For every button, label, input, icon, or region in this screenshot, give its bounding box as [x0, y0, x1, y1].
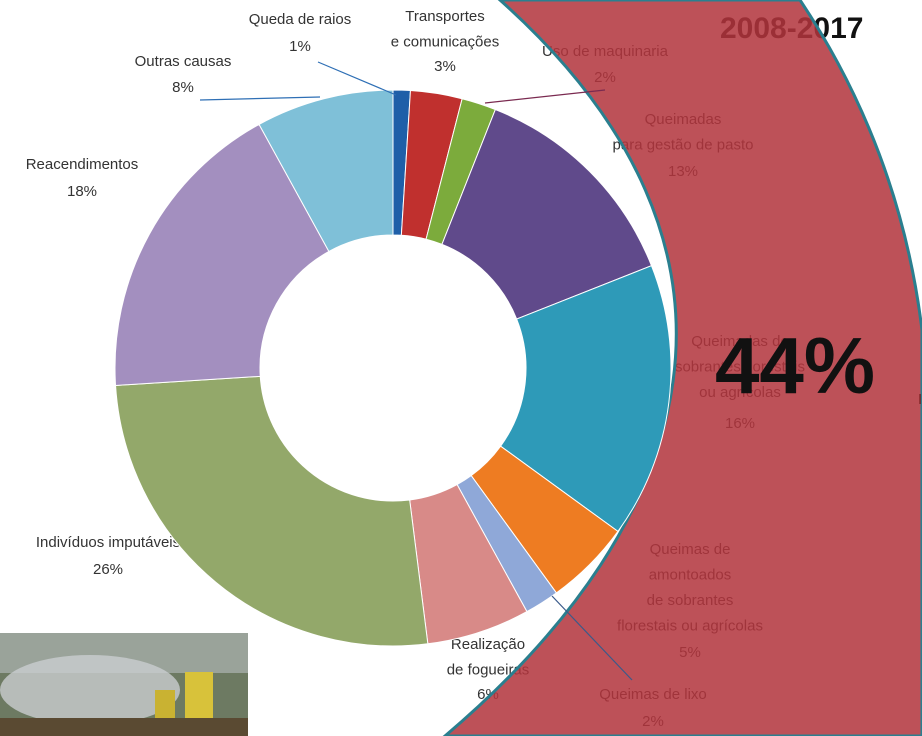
slice-label: Reacendimentos — [26, 156, 139, 173]
center-label: 44% — [715, 321, 875, 410]
leader-line — [317, 61, 397, 96]
slice-value-label: 18% — [67, 183, 97, 200]
photo-figure — [185, 672, 213, 722]
photo — [0, 633, 248, 736]
highlight-band — [442, 0, 922, 736]
donut-slice — [258, 89, 394, 253]
label-line: Realização — [451, 636, 525, 653]
donut-slice — [114, 123, 330, 386]
donut-slice — [441, 108, 653, 320]
leader-line — [484, 89, 606, 104]
donut-slice — [115, 375, 429, 647]
slice-label: Queda de raios — [249, 11, 352, 28]
slice-label: Outras causas — [135, 53, 232, 70]
leader-line — [199, 96, 321, 101]
slice-value-label: 8% — [172, 79, 194, 96]
photo-smoke — [0, 655, 180, 725]
leader-line — [551, 595, 633, 681]
donut — [114, 89, 672, 647]
slice-label: Transportes e comunicações — [391, 8, 499, 51]
label-line: de fogueiras — [447, 661, 530, 678]
leader-lines — [199, 61, 633, 681]
slice-value-label: 1% — [289, 38, 311, 55]
slice-label: Realização de fogueiras — [447, 636, 530, 679]
cut-label: In — [918, 391, 922, 408]
label-line: e comunicações — [391, 33, 499, 50]
label-line: Transportes — [405, 8, 484, 25]
slice-value-label: 3% — [434, 58, 456, 75]
donut-slice — [499, 265, 672, 533]
slice-value-label: 26% — [93, 561, 123, 578]
slice-label: Indivíduos imputáveis — [36, 534, 180, 551]
photo-ground — [0, 718, 248, 736]
